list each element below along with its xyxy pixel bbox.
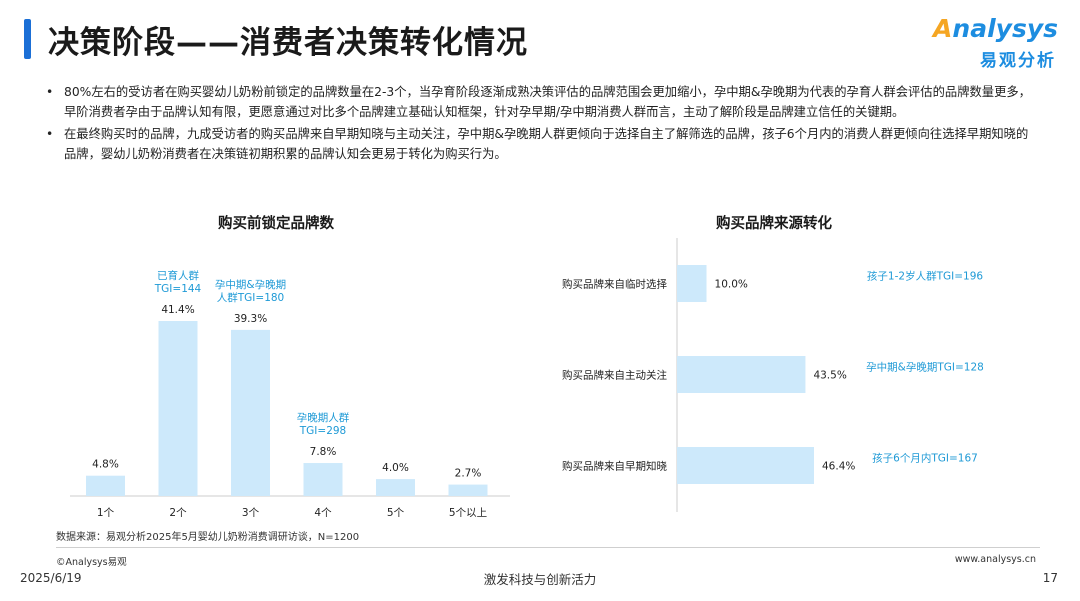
- category-label: 5个以上: [449, 507, 487, 519]
- copyright: ©Analysys易观: [56, 557, 127, 568]
- bullet-marker: •: [46, 127, 54, 141]
- tgi-annotation: 孩子6个月内TGI=167: [872, 452, 978, 465]
- bar-value-label: 2.7%: [455, 468, 482, 480]
- bar-value-label: 7.8%: [310, 446, 337, 458]
- bar-value-label: 39.3%: [234, 313, 267, 325]
- category-label: 1个: [97, 507, 115, 519]
- bullet-item: • 80%左右的受访者在购买婴幼儿奶粉前锁定的品牌数量在2-3个，当孕育阶段逐渐…: [46, 82, 1036, 122]
- analysys-logo: Analysys 易观分析: [933, 14, 1058, 71]
- bar-value-label: 4.0%: [382, 462, 409, 474]
- bar-value-label: 41.4%: [161, 304, 194, 316]
- report-date: 2025/6/19: [20, 571, 82, 585]
- bullet-marker: •: [46, 85, 54, 99]
- category-label: 2个: [169, 507, 187, 519]
- website-url: www.analysys.cn: [954, 554, 1036, 565]
- title-accent-bar: [24, 19, 31, 59]
- bar: [677, 447, 814, 484]
- bar: [448, 484, 488, 496]
- tgi-annotation: 人群TGI=180: [217, 291, 285, 304]
- logo-wordmark: Analysys: [933, 14, 1058, 43]
- bullet-list: • 80%左右的受访者在购买婴幼儿奶粉前锁定的品牌数量在2-3个，当孕育阶段逐渐…: [46, 82, 1036, 166]
- bullet-text: 80%左右的受访者在购买婴幼儿奶粉前锁定的品牌数量在2-3个，当孕育阶段逐渐成熟…: [64, 85, 1031, 119]
- category-label: 购买品牌来自临时选择: [562, 278, 667, 291]
- bar: [677, 265, 707, 302]
- category-label: 3个: [242, 507, 260, 519]
- left-chart-title: 购买前锁定品牌数: [218, 216, 334, 232]
- bar-value-label: 46.4%: [822, 461, 855, 473]
- page-number: 17: [1042, 571, 1058, 585]
- tgi-annotation: 孕中期&孕晚期: [215, 278, 286, 291]
- logo-chinese: 易观分析: [980, 51, 1056, 71]
- right-chart-title: 购买品牌来源转化: [716, 216, 832, 232]
- bar: [231, 329, 270, 496]
- tgi-annotation: 孩子1-2岁人群TGI=196: [867, 270, 983, 283]
- bar-value-label: 43.5%: [813, 370, 846, 382]
- tgi-annotation: TGI=144: [154, 283, 202, 295]
- category-label: 5个: [387, 507, 405, 519]
- footer-divider: [56, 547, 1040, 548]
- bullet-text: 在最终购买时的品牌，九成受访者的购买品牌来自早期知晓与主动关注，孕中期&孕晚期人…: [64, 127, 1029, 161]
- page-title: 决策阶段——消费者决策转化情况: [48, 25, 528, 61]
- category-label: 4个: [314, 507, 332, 519]
- tgi-annotation: 孕晚期人群: [297, 411, 350, 424]
- data-source-note: 数据来源：易观分析2025年5月婴幼儿奶粉消费调研访谈，N=1200: [56, 532, 360, 543]
- tgi-annotation: 已育人群: [157, 269, 199, 282]
- slogan: 激发科技与创新活力: [483, 572, 597, 587]
- bar: [677, 356, 806, 393]
- bar: [158, 321, 198, 496]
- category-label: 购买品牌来自主动关注: [562, 369, 667, 382]
- bullet-item: • 在最终购买时的品牌，九成受访者的购买品牌来自早期知晓与主动关注，孕中期&孕晚…: [46, 124, 1036, 164]
- bar-value-label: 10.0%: [715, 279, 748, 291]
- bar-value-label: 4.8%: [92, 459, 119, 471]
- tgi-annotation: 孕中期&孕晚期TGI=128: [866, 361, 984, 374]
- bar: [86, 475, 125, 496]
- logo-wordmark-rest: nalysys: [952, 14, 1058, 43]
- bar: [303, 463, 343, 496]
- logo-initial: A: [933, 14, 953, 43]
- bar: [376, 479, 415, 496]
- tgi-annotation: TGI=298: [299, 425, 347, 437]
- category-label: 购买品牌来自早期知晓: [562, 460, 667, 473]
